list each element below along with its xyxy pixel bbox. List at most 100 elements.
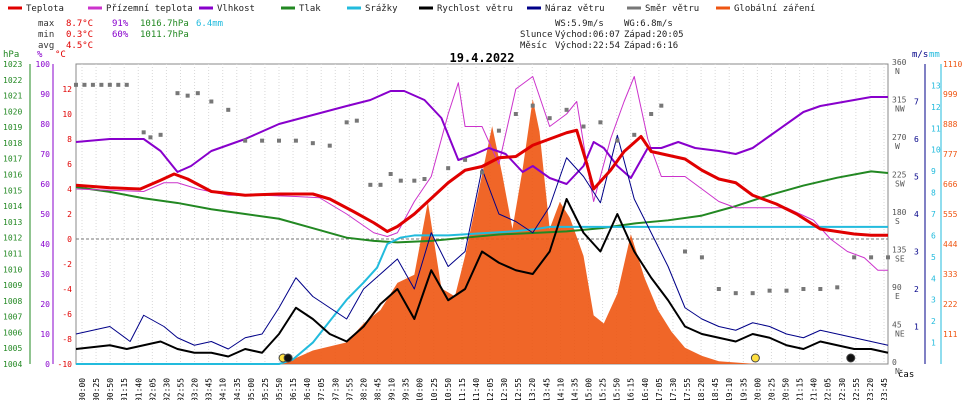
legend-label: Teplota — [26, 4, 64, 14]
direction-point — [818, 287, 823, 291]
direction-point — [513, 112, 518, 116]
x-tick-label: 15:25 — [599, 378, 608, 400]
legend-label: Směr větru — [645, 4, 699, 14]
stat-min-press: 1011.7hPa — [140, 30, 189, 40]
direction-tick: 0 — [892, 358, 897, 367]
x-tick-label: 02:30 — [162, 378, 171, 400]
x-tick-label: 14:10 — [556, 378, 565, 400]
legend-label: Srážky — [365, 4, 398, 14]
direction-point — [446, 166, 451, 171]
humidity-tick: 90 — [40, 90, 50, 99]
rain-tick: 2 — [931, 317, 936, 326]
humidity-tick: 30 — [40, 270, 50, 279]
pressure-tick: 1007 — [3, 313, 22, 322]
series-rychlost-vetru — [75, 198, 889, 358]
pressure-tick: 1020 — [3, 107, 22, 116]
wind-tick: 5 — [914, 173, 919, 182]
direction-point — [277, 138, 281, 143]
x-tick-label: 13:45 — [542, 378, 551, 400]
direction-compass: NW — [895, 105, 905, 114]
temperature-tick: -2 — [62, 260, 72, 269]
direction-compass: N — [895, 367, 900, 376]
direction-point — [530, 103, 535, 108]
wind-tick: 1 — [914, 323, 919, 332]
stat-max-temp: 8.7°C — [66, 19, 93, 29]
axis-units: hPa % °C m/s mm čas — [3, 50, 940, 380]
rain-tick: 7 — [931, 210, 936, 219]
direction-point — [632, 132, 637, 137]
x-tick-label: 09:35 — [402, 378, 411, 400]
wind-tick: 6 — [914, 135, 919, 144]
direction-point — [148, 135, 153, 140]
x-tick-label: 11:15 — [458, 378, 467, 400]
stat-min-hum: 60% — [112, 30, 129, 40]
x-tick-label: 10:50 — [444, 378, 453, 400]
series-vlhkost — [75, 90, 888, 185]
wind-tick: 7 — [914, 98, 919, 107]
x-tick-label: 06:15 — [289, 378, 298, 400]
pressure-tick: 1010 — [3, 265, 22, 274]
stat-max-rain: 6.4mm — [196, 19, 223, 29]
direction-point — [649, 112, 654, 116]
legend-label: Náraz větru — [545, 4, 605, 14]
direction-compass: SE — [895, 255, 905, 264]
wind-tick: 2 — [914, 285, 919, 294]
sunrise-time: Východ:06:07 — [555, 30, 620, 40]
direction-point — [733, 291, 738, 296]
chart-title: 19.4.2022 — [449, 51, 514, 65]
unit-cas: čas — [898, 369, 914, 380]
direction-point — [354, 118, 359, 123]
x-tick-label: 00:50 — [106, 378, 115, 400]
direction-point — [327, 143, 332, 148]
pressure-tick: 1017 — [3, 155, 22, 164]
sunset-time: Západ:20:05 — [624, 30, 684, 40]
direction-point — [869, 255, 874, 260]
humidity-tick: 0 — [45, 360, 50, 369]
x-tick-label: 17:05 — [655, 378, 664, 400]
pressure-tick: 1022 — [3, 76, 22, 85]
sun-label: Slunce — [520, 30, 553, 40]
x-tick-label: 21:40 — [810, 378, 819, 400]
x-tick-label: 16:40 — [641, 378, 650, 400]
x-tick-label: 22:55 — [852, 378, 861, 400]
x-tick-label: 23:20 — [866, 378, 875, 400]
wind-tick: 4 — [914, 210, 919, 219]
direction-tick: 360 — [892, 58, 907, 67]
direction-point — [547, 116, 552, 121]
series-tlak — [75, 170, 889, 244]
x-tick-label: 00:25 — [92, 378, 101, 400]
pressure-tick: 1011 — [3, 249, 22, 258]
x-tick-label: 19:35 — [739, 378, 748, 400]
wind-speed-info: WS:5.9m/s — [555, 19, 604, 29]
legend-label: Rychlost větru — [437, 4, 513, 14]
x-tick-label: 07:55 — [345, 378, 354, 400]
x-tick-label: 01:40 — [134, 378, 143, 400]
pressure-tick: 1013 — [3, 218, 22, 227]
direction-point — [368, 182, 373, 187]
direction-point — [116, 82, 121, 87]
direction-point — [107, 82, 112, 87]
direction-point — [226, 107, 231, 112]
direction-point — [598, 120, 603, 125]
direction-point — [659, 103, 664, 108]
direction-point — [158, 132, 163, 137]
unit-ms: m/s — [912, 50, 928, 60]
x-tick-label: 00:00 — [78, 378, 87, 400]
humidity-tick: 60 — [40, 180, 50, 189]
series-srazky — [76, 225, 888, 365]
series-teplota — [75, 128, 888, 237]
humidity-tick: 10 — [40, 330, 50, 339]
temperature-tick: 12 — [62, 85, 72, 94]
x-tick-label: 20:25 — [767, 378, 776, 400]
rain-tick: 12 — [931, 103, 941, 112]
unit-degc: °C — [55, 50, 66, 60]
direction-point — [683, 249, 687, 254]
x-tick-label: 12:55 — [514, 378, 523, 400]
x-tick-label: 09:10 — [388, 378, 397, 400]
unit-mm: mm — [929, 50, 940, 60]
direction-point — [615, 138, 620, 143]
x-tick-label: 05:50 — [275, 378, 284, 400]
rain-tick: 6 — [931, 231, 936, 240]
moonset-marker — [283, 353, 293, 363]
